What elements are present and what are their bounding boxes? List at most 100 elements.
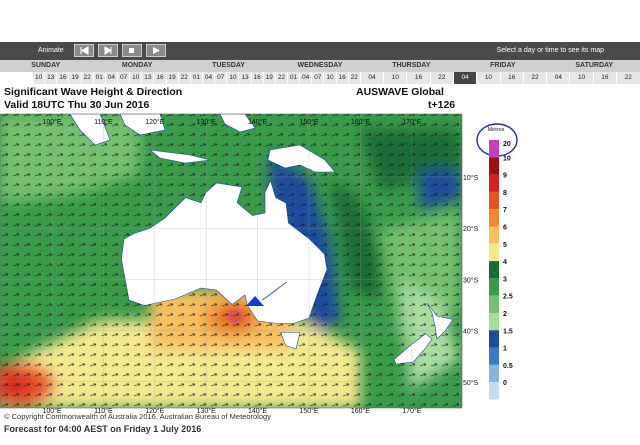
first-button[interactable] (74, 44, 94, 57)
legend-label: 2.5 (503, 294, 513, 301)
hour-cell[interactable]: 10 (476, 72, 499, 84)
lat-label: 20°S (463, 225, 479, 233)
legend-swatch (489, 261, 499, 279)
lat-label: 40°S (463, 328, 479, 336)
hour-cell[interactable]: 16 (335, 72, 348, 84)
hour-cell[interactable]: 10 (323, 72, 335, 84)
hour-cell[interactable]: 19 (68, 72, 80, 84)
hour-cell[interactable]: 13 (141, 72, 153, 84)
lat-label: 10°S (463, 174, 479, 182)
hour-cell[interactable]: 22 (616, 72, 639, 84)
hour-cell[interactable]: 22 (347, 72, 360, 84)
hour-cell[interactable]: 22 (80, 72, 93, 84)
lon-label: 130°E (197, 118, 216, 126)
hour-cell[interactable]: 16 (499, 72, 523, 84)
hour-cell[interactable]: 22 (177, 72, 190, 84)
hour-cell[interactable]: 10 (32, 72, 44, 84)
legend-label: 10 (503, 155, 511, 162)
lon-label: 170°E (402, 407, 421, 415)
lon-label: 100°E (42, 118, 61, 126)
hour-cell[interactable]: 22 (429, 72, 453, 84)
forecast-time: Forecast for 04:00 AEST on Friday 1 July… (4, 424, 202, 434)
hour-cell[interactable]: 04 (546, 72, 569, 84)
hour-cell[interactable]: 13 (44, 72, 56, 84)
legend-swatch (489, 347, 499, 365)
day-label: TUESDAY (212, 62, 245, 69)
hour-cell[interactable]: 22 (522, 72, 546, 84)
hour-cell[interactable]: 10 (569, 72, 592, 84)
legend-swatch (489, 191, 499, 210)
hour-cell[interactable]: 19 (262, 72, 275, 84)
legend-label: 1 (503, 346, 507, 353)
hour-cell[interactable]: 07 (116, 72, 129, 84)
legend-swatch (489, 278, 499, 296)
lon-label: 150°E (299, 407, 318, 415)
hour-cell[interactable]: 04 (452, 72, 477, 84)
legend-swatch (489, 364, 499, 383)
play-button[interactable] (146, 44, 166, 57)
stop-button[interactable] (122, 44, 142, 57)
hour-cell[interactable]: 07 (214, 72, 226, 84)
hour-cell[interactable]: 22 (274, 72, 287, 84)
legend-swatch (489, 313, 499, 331)
hour-cell[interactable]: 04 (299, 72, 311, 84)
legend-swatch (489, 243, 499, 262)
lon-label: 170°E (402, 118, 421, 126)
legend-swatch (489, 330, 499, 348)
legend-label: 7 (503, 207, 507, 214)
hour-cell[interactable]: 01 (189, 72, 202, 84)
legend-label: 0 (503, 380, 507, 387)
hour-row: 10 13 16 19 22 01 04 07 10 13 16 19 22 01 04 07 10 13 16 19… (32, 72, 640, 84)
hour-cell[interactable]: 19 (165, 72, 178, 84)
lat-label: 30°S (463, 276, 479, 284)
hour-cell[interactable]: 01 (92, 72, 105, 84)
lead-time: t+126 (428, 99, 456, 111)
hour-cell[interactable]: 10 (383, 72, 406, 84)
legend-label: 4 (503, 259, 507, 266)
hour-cell[interactable]: 07 (311, 72, 323, 84)
hour-cell[interactable]: 10 (129, 72, 141, 84)
hour-cell[interactable]: 10 (226, 72, 238, 84)
legend-swatch (489, 140, 499, 158)
toolbar: Animate Select a day or time to see its … (0, 42, 640, 60)
lon-label: 140°E (248, 407, 267, 415)
day-label: SUNDAY (31, 62, 61, 69)
hour-cell[interactable]: 04 (104, 72, 117, 84)
legend-swatch (489, 209, 499, 227)
lon-label: 110°E (94, 118, 113, 126)
day-label: MONDAY (121, 62, 153, 69)
legend-label: 5 (503, 242, 507, 249)
legend-label: 2 (503, 311, 507, 318)
day-label: FRIDAY (490, 62, 516, 69)
hint: Select a day or time to see its map (496, 47, 604, 54)
legend-label: 3 (503, 276, 507, 283)
lon-label: 110°E (94, 407, 113, 415)
lon-label: 120°E (145, 407, 164, 415)
model-name: AUSWAVE Global (356, 86, 444, 98)
step-button[interactable] (98, 44, 118, 57)
legend-swatch (489, 157, 499, 175)
lon-label: 120°E (145, 118, 164, 126)
hour-cell[interactable]: 16 (250, 72, 263, 84)
legend-title: Metres (488, 127, 505, 133)
lon-label: 160°E (351, 407, 370, 415)
hour-cell[interactable]: 04 (201, 72, 214, 84)
hour-cell[interactable]: 16 (153, 72, 165, 84)
hour-cell[interactable]: 13 (238, 72, 250, 84)
hour-cell[interactable]: 01 (286, 72, 299, 84)
legend-swatch (489, 226, 499, 244)
legend-swatch (489, 174, 499, 192)
hour-cell[interactable]: 16 (406, 72, 429, 84)
lon-label: 150°E (299, 118, 318, 126)
hour-cell[interactable]: 16 (592, 72, 616, 84)
legend-label: 8 (503, 190, 507, 197)
lon-label: 160°E (351, 118, 370, 126)
lon-label: 100°E (42, 407, 61, 415)
legend-label: 0.5 (503, 363, 513, 370)
legend-label: 6 (503, 225, 507, 232)
valid-time: Valid 18UTC Thu 30 Jun 2016 (4, 99, 150, 111)
hour-cell[interactable]: 16 (56, 72, 68, 84)
hour-cell[interactable]: 04 (359, 72, 383, 84)
